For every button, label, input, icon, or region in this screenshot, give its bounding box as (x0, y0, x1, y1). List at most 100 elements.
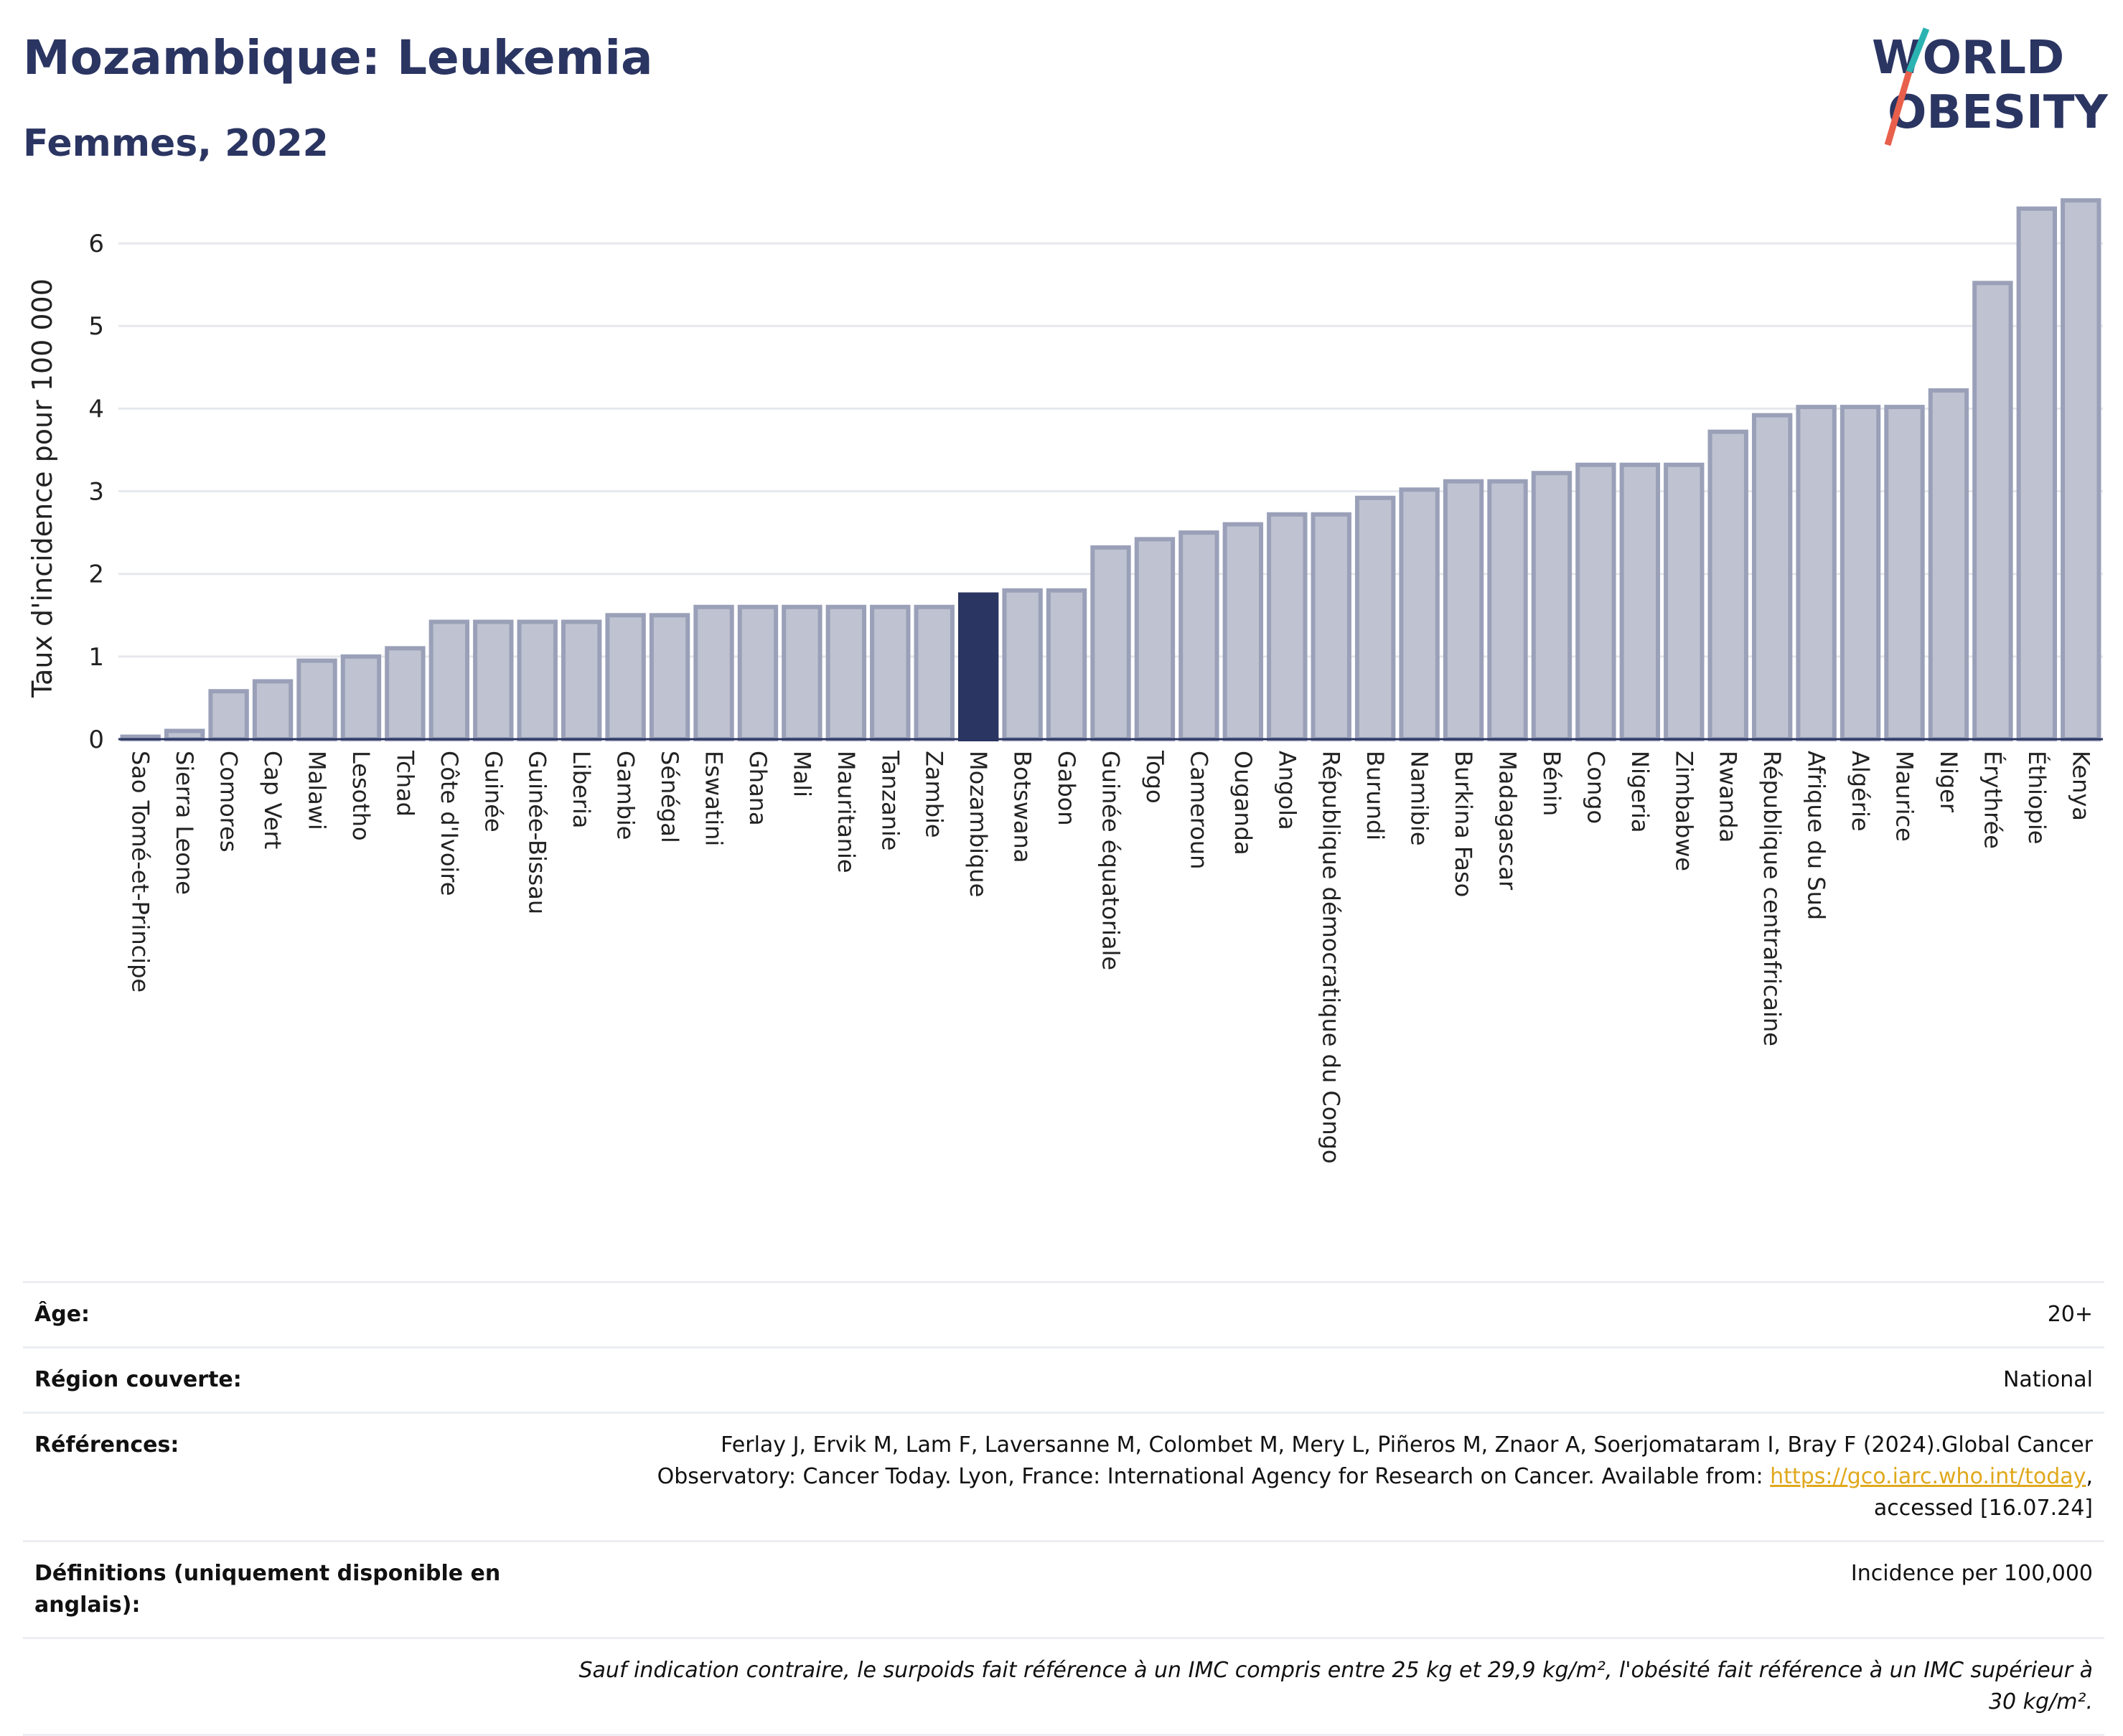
svg-text:OBESITY: OBESITY (1888, 86, 2108, 139)
x-tick-label: Guinée-Bissau (524, 751, 551, 914)
references-text-1: Ferlay J, Ervik M, Lam F, Laversanne M, … (721, 1432, 2093, 1458)
bar--rythr-e (1972, 281, 2013, 741)
x-tick-label: Lesotho (347, 751, 375, 841)
bar-r-publique-d-mocratique-du-congo (1311, 512, 1351, 742)
bar-afrique-du-sud (1796, 405, 1837, 741)
info-row-region: Région couverte: National (23, 1346, 2104, 1412)
definitions-label: Définitions (uniquement disponible en an… (34, 1561, 501, 1618)
x-tick-label: Afrique du Sud (1803, 751, 1830, 920)
definitions-value: Incidence per 100,000 (1850, 1561, 2093, 1586)
bar-burkina-faso (1443, 479, 1484, 742)
x-tick-label: Ouganda (1229, 751, 1257, 855)
bar-tanzanie (870, 604, 911, 741)
x-tick-label: Kenya (2067, 751, 2094, 821)
x-tick-label: Botswana (1009, 751, 1036, 863)
bar-cap-vert (252, 679, 294, 741)
age-label: Âge: (34, 1302, 90, 1327)
x-tick-label: Rwanda (1715, 751, 1742, 843)
bar-rwanda (1707, 429, 1748, 741)
bar-niger (1928, 388, 1969, 741)
references-link[interactable]: https://gco.iarc.who.int/today (1770, 1464, 2086, 1489)
y-tick-label: 2 (88, 560, 104, 589)
info-table: Âge: 20+ Région couverte: National Référ… (23, 1281, 2104, 1736)
bar-b-nin (1531, 471, 1573, 741)
x-tick-label: Guinée (479, 751, 507, 832)
references-value: Ferlay J, Ervik M, Lam F, Laversanne M, … (657, 1430, 2093, 1524)
x-tick-label: Mozambique (965, 751, 992, 897)
bar-burundi (1354, 495, 1396, 741)
info-row-definitions: Définitions (uniquement disponible en an… (23, 1540, 2104, 1637)
x-tick-label: Sénégal (656, 751, 683, 843)
x-tick-label: Ghana (744, 751, 772, 826)
bar-liberia (561, 619, 602, 742)
bar-mozambique (957, 592, 999, 742)
region-label: Région couverte: (34, 1367, 242, 1392)
x-tick-label: République démocratique du Congo (1318, 751, 1345, 1163)
x-tick-label: Liberia (568, 751, 595, 828)
x-axis-labels: Sao Tomé-et-Principe Sierra Leone Comores C… (127, 750, 2095, 1163)
references-text-4: accessed [16.07.24] (1873, 1496, 2093, 1521)
world-obesity-logo: WORLD OBESITY (1872, 27, 2108, 146)
references-label: Références: (34, 1432, 179, 1458)
bars (120, 198, 2101, 742)
bar-madagascar (1487, 479, 1528, 742)
x-tick-label: Érythrée (1979, 751, 2006, 849)
x-tick-label: Tchad (391, 750, 418, 817)
y-tick-label: 6 (88, 230, 104, 258)
bar-angola (1267, 512, 1308, 742)
x-tick-label: Guinée équatoriale (1097, 751, 1125, 970)
x-tick-label: Côte d'Ivoire (436, 751, 463, 896)
svg-text:WORLD: WORLD (1872, 32, 2064, 85)
bar-eswatini (693, 604, 734, 741)
bar-tchad (385, 646, 426, 741)
footnote: Sauf indication contraire, le surpoids f… (578, 1658, 2094, 1714)
x-tick-label: Malawi (304, 751, 331, 830)
bar-zambie (914, 604, 955, 741)
bar-nigeria (1619, 462, 1661, 741)
bar-zimbabwe (1664, 462, 1705, 741)
x-tick-label: Bénin (1538, 751, 1565, 816)
x-tick-label: Namibie (1406, 751, 1433, 846)
x-tick-label: Mali (788, 751, 815, 797)
y-tick-label: 3 (88, 478, 104, 507)
bar--thiopie (2016, 206, 2058, 741)
bar-guin-e (473, 619, 514, 742)
x-tick-label: Nigeria (1626, 751, 1654, 832)
bar-mauritanie (825, 604, 867, 741)
bar-ghana (737, 604, 779, 741)
references-text-3: , (2086, 1464, 2093, 1489)
x-tick-label: Eswatini (700, 751, 728, 846)
bar-gabon (1046, 588, 1087, 742)
x-tick-label: Burkina Faso (1450, 751, 1477, 897)
x-tick-label: Cap Vert (259, 751, 286, 849)
bar-ouganda (1222, 522, 1264, 742)
x-tick-label: Angola (1273, 751, 1300, 830)
x-tick-label: Madagascar (1494, 751, 1522, 891)
info-row-footnote: Sauf indication contraire, le surpoids f… (23, 1637, 2104, 1736)
bar-chart: 0 1 2 3 4 5 6 Sao Tomé-et-Principe Sierra Leone… (27, 198, 2103, 1163)
info-row-age: Âge: 20+ (23, 1281, 2104, 1346)
bar-lesotho (340, 654, 382, 742)
bar-maurice (1884, 405, 1925, 741)
x-tick-label: Zambie (921, 751, 948, 838)
y-tick-label: 0 (88, 726, 104, 754)
x-tick-label: Cameroun (1185, 751, 1212, 869)
x-tick-label: Togo (1141, 750, 1168, 804)
bar-botswana (1002, 588, 1043, 742)
bar-malawi (296, 658, 337, 742)
x-tick-label: Niger (1935, 751, 1962, 813)
page-subtitle: Femmes, 2022 (23, 122, 329, 165)
x-tick-label: Maurice (1891, 751, 1918, 842)
bar-sierra-leone (164, 728, 205, 742)
bar-alg-rie (1840, 405, 1881, 741)
bar-guin-e-quatoriale (1090, 545, 1131, 742)
x-tick-label: Mauritanie (833, 751, 860, 873)
bar-cameroun (1178, 530, 1219, 741)
age-value: 20+ (2047, 1302, 2093, 1327)
x-tick-label: Gabon (1053, 751, 1080, 826)
y-tick-label: 5 (88, 312, 104, 341)
x-tick-label: République centrafricaine (1758, 751, 1786, 1046)
bar-togo (1134, 537, 1176, 741)
region-value: National (2002, 1367, 2093, 1392)
x-tick-label: Congo (1582, 751, 1609, 824)
